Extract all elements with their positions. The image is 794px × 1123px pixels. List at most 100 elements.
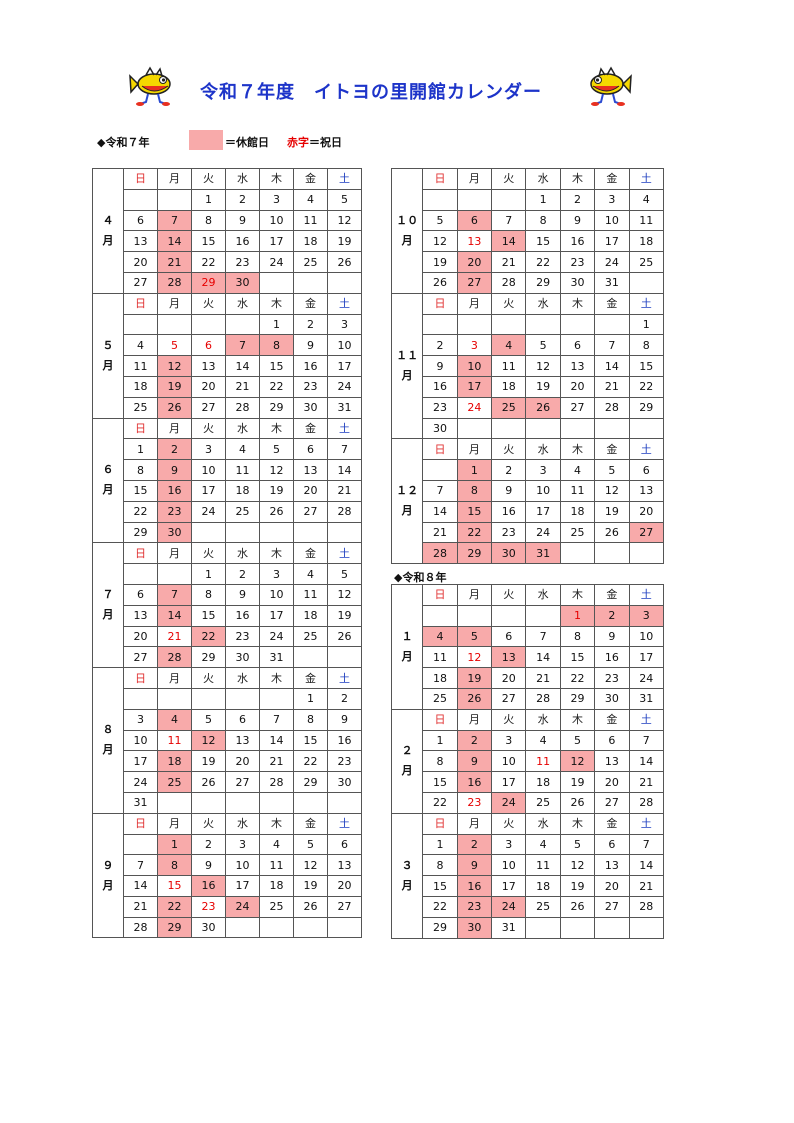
day-cell: 30 [456, 916, 493, 939]
week-row: 6 7 8 9 10 11 12 [93, 583, 362, 606]
day-cell: 2 [456, 729, 493, 752]
day-cell: 17 [259, 230, 294, 253]
empty-day-cell [422, 459, 458, 481]
day-cell: 1 [259, 313, 294, 336]
day-cell: 29 [456, 542, 493, 565]
day-cell: 9 [191, 854, 226, 877]
weekday-header: 土 [327, 542, 362, 565]
weekday-header: 土 [327, 667, 362, 689]
weekday-header: 月 [157, 168, 192, 190]
day-cell: 9 [491, 479, 527, 502]
day-cell: 8 [157, 854, 192, 877]
day-cell: 16 [456, 875, 493, 897]
day-cell: 29 [123, 521, 158, 544]
day-cell: 16 [293, 355, 328, 377]
weekday-header: 土 [327, 812, 362, 835]
weekday-header: 水 [225, 812, 260, 835]
day-cell: 12 [293, 854, 328, 877]
day-cell: 6 [123, 209, 158, 232]
day-cell: 8 [293, 708, 328, 731]
week-row: 6 7 8 9 10 11 12 [93, 209, 362, 232]
weekday-header: 木 [559, 708, 596, 731]
day-cell: 18 [525, 875, 561, 897]
day-cell: 17 [225, 875, 260, 897]
empty-day-cell [225, 916, 260, 939]
week-row: 5 6 7 8 9 10 11 [392, 209, 665, 232]
weekday-header: 水 [225, 168, 260, 190]
weekday-header: 水 [525, 438, 561, 461]
day-cell: 26 [327, 251, 362, 273]
holiday-legend-red-text: 赤字 [287, 136, 309, 149]
weekday-header: 土 [327, 292, 362, 315]
empty-day-cell [327, 646, 362, 669]
day-cell: 24 [628, 667, 665, 689]
empty-day-cell [123, 563, 158, 585]
day-cell: 1 [422, 729, 458, 752]
day-cell: 16 [225, 230, 260, 253]
day-cell: 9 [225, 583, 260, 606]
day-cell: 28 [422, 542, 458, 565]
day-cell: 15 [191, 604, 226, 627]
day-cell: 14 [327, 459, 362, 481]
weekday-header: 木 [259, 667, 294, 689]
day-cell: 27 [628, 521, 665, 544]
day-cell: 8 [259, 334, 294, 357]
empty-day-cell [559, 916, 596, 939]
weekday-header: 日 [422, 438, 458, 461]
day-cell: 25 [628, 251, 665, 273]
day-cell: 18 [259, 875, 294, 897]
day-cell: 6 [491, 625, 527, 648]
weekday-header: 金 [293, 542, 328, 565]
empty-day-cell [123, 188, 158, 211]
empty-day-cell [327, 791, 362, 814]
empty-day-cell [123, 313, 158, 336]
day-cell: 21 [628, 875, 665, 897]
day-cell: 13 [594, 854, 630, 877]
day-cell: 30 [559, 271, 596, 294]
day-cell: 16 [491, 500, 527, 523]
day-cell: 29 [259, 396, 294, 419]
weekday-header: 火 [191, 542, 226, 565]
weekday-header: 月 [157, 812, 192, 835]
empty-day-cell [491, 313, 527, 336]
day-cell: 6 [456, 209, 493, 232]
day-cell: 9 [225, 209, 260, 232]
day-cell: 5 [327, 563, 362, 585]
week-row: 28 29 30 [93, 916, 362, 939]
day-cell: 8 [191, 209, 226, 232]
day-cell: 25 [157, 771, 192, 793]
day-cell: 10 [327, 334, 362, 357]
empty-day-cell [422, 188, 458, 211]
day-cell: 25 [293, 251, 328, 273]
empty-day-cell [191, 791, 226, 814]
day-cell: 13 [293, 459, 328, 481]
closed-day-legend-label: ＝休館日 [225, 136, 269, 149]
day-cell: 13 [491, 646, 527, 669]
day-cell: 29 [191, 271, 226, 294]
day-cell: 13 [456, 230, 493, 253]
day-cell: 12 [559, 854, 596, 877]
weekday-header: 水 [225, 417, 260, 440]
weekday-header: 土 [628, 584, 665, 606]
day-cell: 25 [225, 500, 260, 523]
empty-day-cell [293, 271, 328, 294]
day-cell: 20 [594, 875, 630, 897]
closed-day-swatch [189, 130, 223, 150]
day-cell: 2 [191, 833, 226, 856]
month-label: ２ 月 [390, 708, 424, 814]
weekday-header: 日 [422, 584, 458, 606]
month-label: ６ 月 [92, 417, 124, 544]
weekday-header: 火 [491, 584, 527, 606]
day-cell: 26 [157, 396, 192, 419]
day-cell: 19 [157, 375, 192, 398]
day-cell: 7 [422, 479, 458, 502]
weekday-header: 日 [123, 292, 158, 315]
day-cell: 16 [327, 729, 362, 752]
day-cell: 23 [456, 895, 493, 918]
day-cell: 9 [422, 355, 458, 377]
empty-day-cell [525, 417, 561, 440]
week-row: 7 8 9 10 11 12 13 [392, 479, 665, 502]
empty-day-cell [157, 563, 192, 585]
